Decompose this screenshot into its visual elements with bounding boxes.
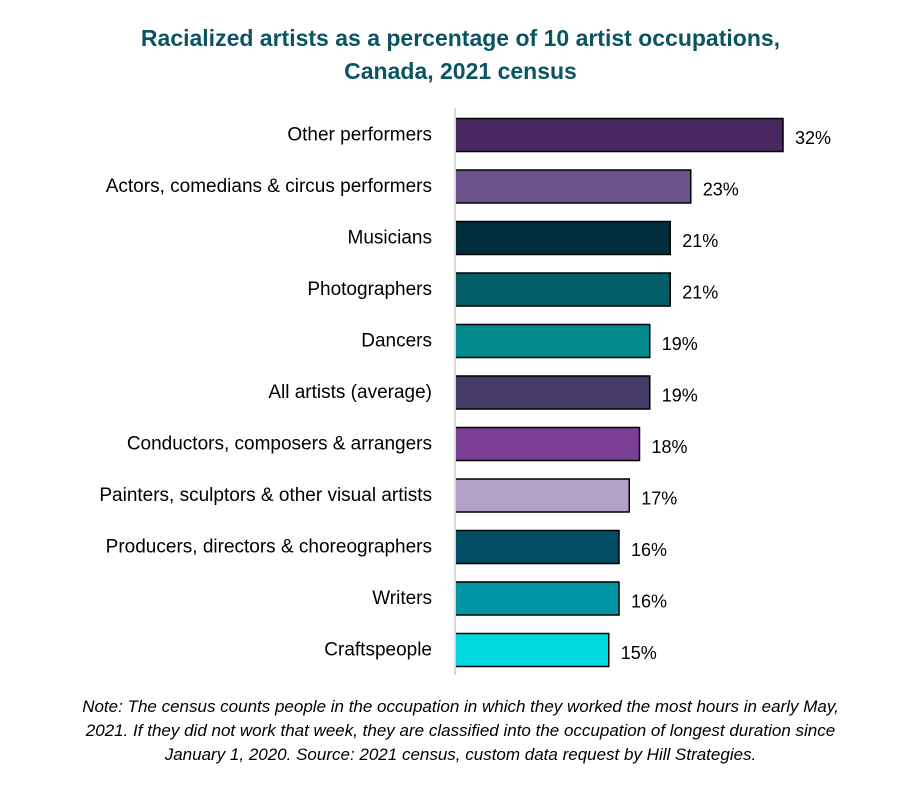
chart-note: Note: The census counts people in the oc…: [30, 695, 891, 767]
value-label-3: 21%: [682, 283, 718, 303]
category-label-7: Painters, sculptors & other visual artis…: [99, 485, 432, 506]
value-label-1: 23%: [703, 180, 739, 200]
note-line-2: 2021. If they did not work that week, th…: [85, 721, 836, 740]
value-label-9: 16%: [631, 592, 667, 612]
bar-8: [454, 529, 620, 565]
bar-2: [454, 220, 671, 256]
category-label-2: Musicians: [348, 228, 432, 249]
category-label-5: All artists (average): [268, 382, 432, 403]
value-label-8: 16%: [631, 540, 667, 560]
bar-3: [454, 272, 671, 307]
value-label-7: 17%: [641, 489, 677, 509]
bar-7: [454, 478, 630, 513]
bar-10: [454, 632, 610, 668]
value-label-0: 32%: [795, 128, 831, 148]
category-label-9: Writers: [372, 588, 432, 609]
bars-layer: [454, 117, 784, 668]
note-line-1: Note: The census counts people in the oc…: [82, 697, 839, 716]
bar-6: [454, 426, 641, 462]
category-label-0: Other performers: [287, 125, 432, 146]
value-label-10: 15%: [621, 643, 657, 663]
value-labels-layer: 32% 23% 21% 21% 19% 19% 18% 17% 16% 16% 15%: [621, 128, 831, 663]
value-label-6: 18%: [652, 437, 688, 457]
bar-0: [454, 117, 784, 153]
category-label-4: Dancers: [361, 331, 432, 352]
category-label-6: Conductors, composers & arrangers: [127, 434, 432, 455]
value-label-2: 21%: [682, 231, 718, 251]
note-line-3: January 1, 2020. Source: 2021 census, cu…: [164, 745, 757, 764]
value-label-5: 19%: [662, 386, 698, 406]
category-label-10: Craftspeople: [324, 640, 432, 661]
category-labels-layer: Other performers Actors, comedians & circ…: [99, 125, 432, 661]
bar-chart: Other performers Actors, comedians & circ…: [99, 108, 831, 675]
category-label-8: Producers, directors & choreographers: [106, 537, 432, 558]
chart-title-line-2: Canada, 2021 census: [344, 58, 577, 84]
bar-1: [454, 169, 692, 204]
bar-9: [454, 581, 620, 616]
category-label-1: Actors, comedians & circus performers: [106, 176, 432, 197]
value-label-4: 19%: [662, 334, 698, 354]
bar-5: [454, 375, 651, 410]
chart-title: Racialized artists as a percentage of 10…: [0, 22, 921, 88]
category-label-3: Photographers: [307, 279, 432, 300]
bar-4: [454, 323, 651, 359]
chart-title-line-1: Racialized artists as a percentage of 10…: [140, 25, 781, 51]
